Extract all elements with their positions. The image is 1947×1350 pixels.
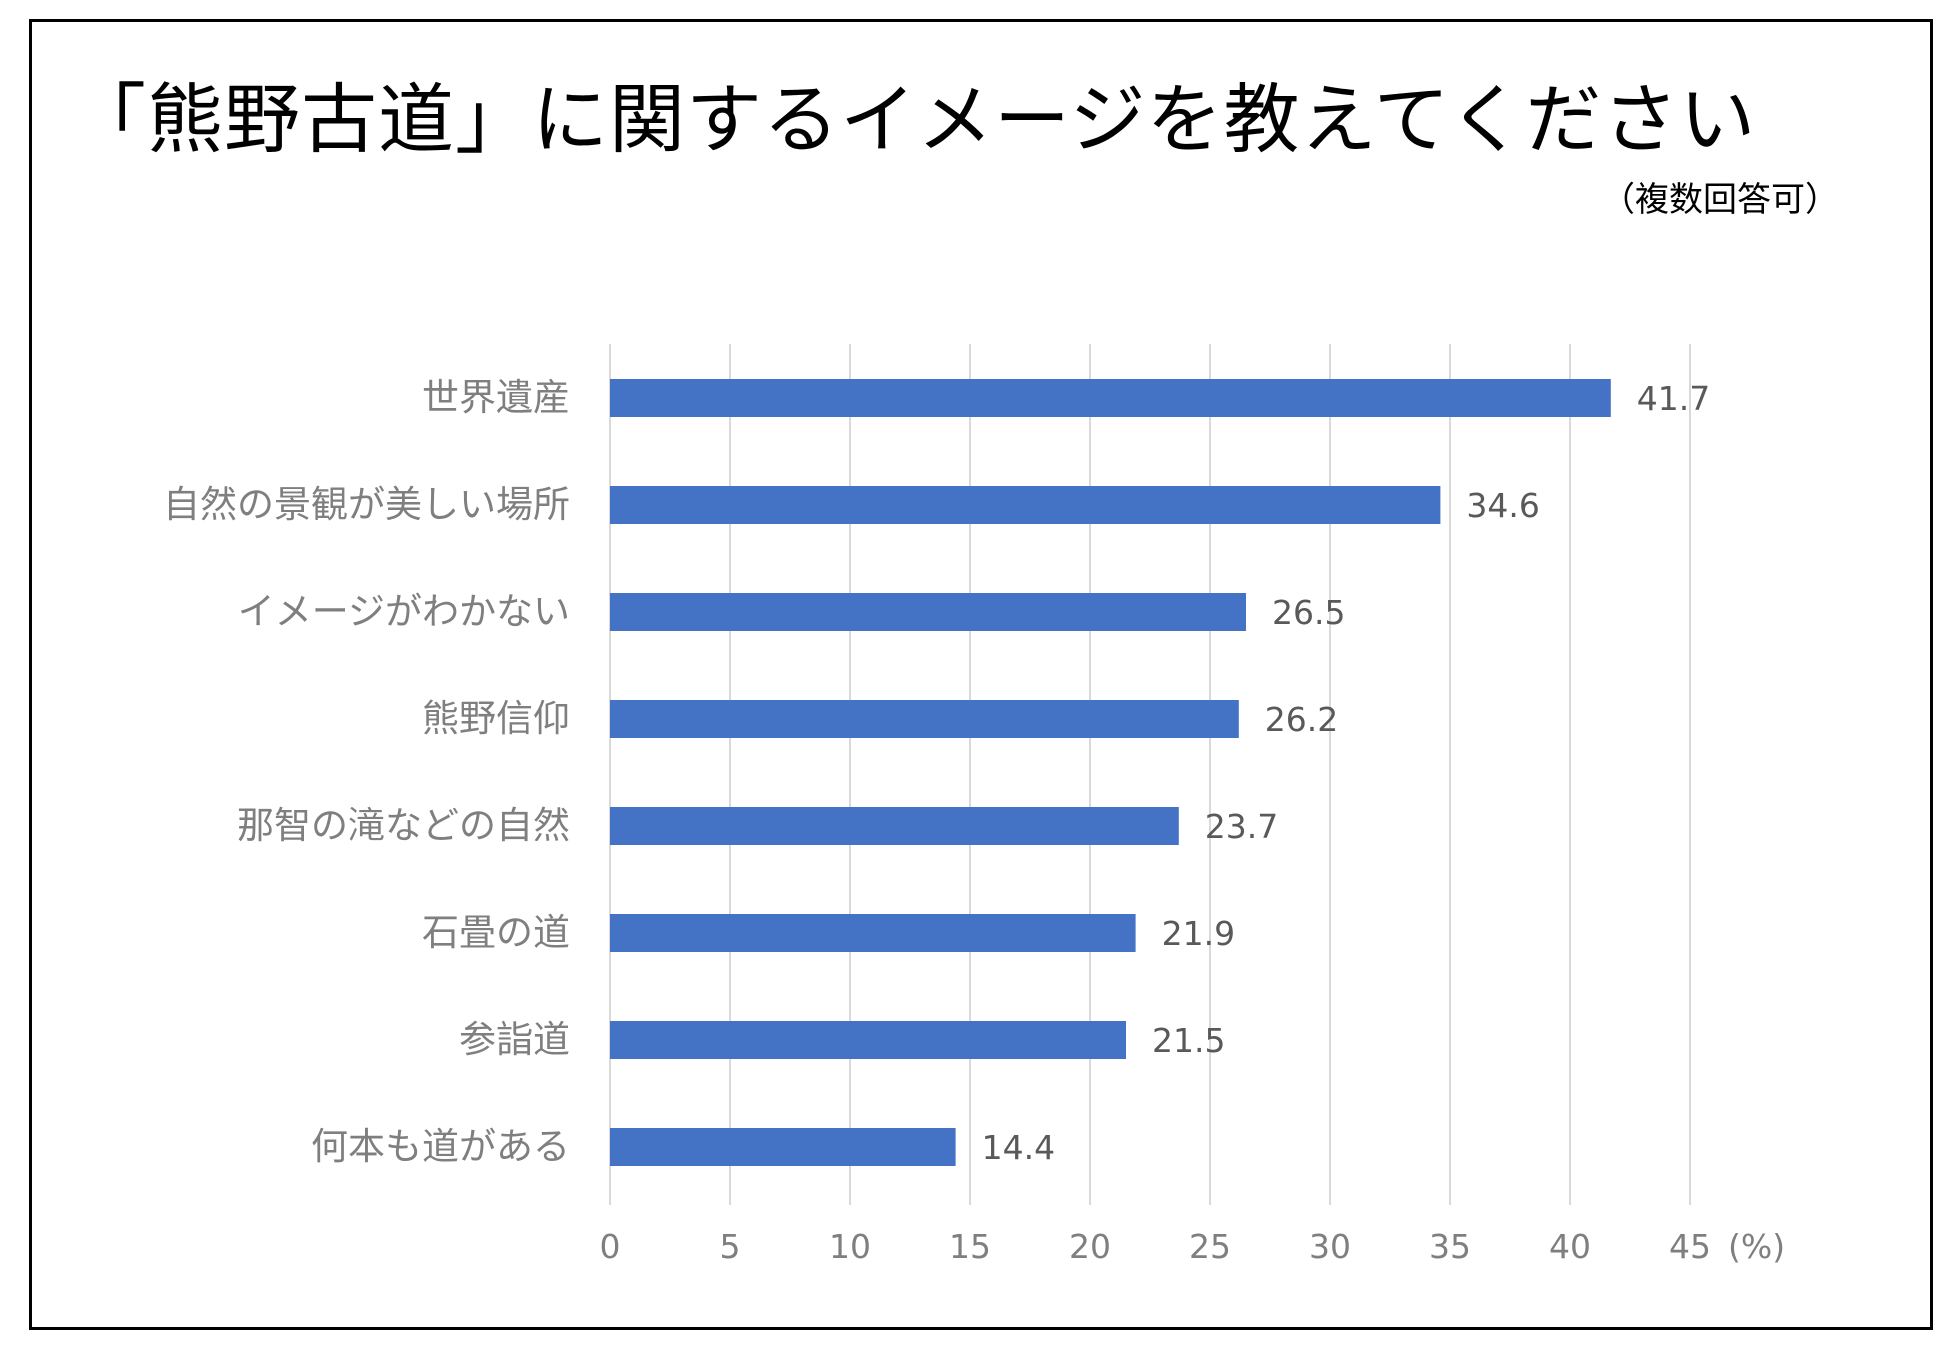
category-label: 石畳の道 — [422, 911, 570, 954]
x-tick-label: 0 — [600, 1227, 621, 1266]
bars — [610, 379, 1611, 1166]
category-label: 参詣道 — [459, 1018, 570, 1061]
bar — [610, 1021, 1126, 1059]
bar — [610, 379, 1611, 417]
bar — [610, 486, 1441, 524]
value-label: 23.7 — [1205, 807, 1278, 846]
chart-frame — [29, 19, 1933, 1330]
value-label: 21.9 — [1162, 914, 1235, 953]
category-label: 何本も道がある — [311, 1125, 570, 1168]
category-label: 熊野信仰 — [422, 697, 570, 740]
value-label: 34.6 — [1466, 486, 1539, 525]
bar — [610, 700, 1239, 738]
x-tick-label: 45 — [1669, 1227, 1711, 1266]
category-label: 那智の滝などの自然 — [237, 804, 570, 847]
x-tick-label: 30 — [1309, 1227, 1351, 1266]
gridlines — [609, 344, 1691, 1205]
chart-subtitle: （複数回答可） — [1601, 180, 1839, 220]
value-label: 21.5 — [1152, 1021, 1225, 1060]
value-label: 41.7 — [1637, 379, 1710, 418]
value-label: 14.4 — [982, 1128, 1055, 1167]
bar — [610, 1128, 956, 1166]
bar — [610, 593, 1246, 631]
bar — [610, 807, 1179, 845]
value-labels: 41.7 34.6 26.5 26.2 23.7 21.9 21.5 14.4 — [982, 379, 1711, 1167]
category-label: 世界遺産 — [422, 376, 570, 419]
value-label: 26.5 — [1272, 593, 1345, 632]
bar — [610, 914, 1136, 952]
x-tick-label: 5 — [720, 1227, 741, 1266]
x-axis-ticks: 0 5 10 15 20 25 30 35 40 45 — [600, 1227, 1712, 1266]
x-tick-label: 35 — [1429, 1227, 1471, 1266]
category-label: イメージがわかない — [238, 590, 570, 633]
x-tick-label: 20 — [1069, 1227, 1111, 1266]
chart-title: 「熊野古道」に関するイメージを教えてください — [70, 75, 1757, 164]
category-label: 自然の景観が美しい場所 — [163, 483, 570, 526]
x-axis-unit-label: (%) — [1728, 1227, 1785, 1266]
x-tick-label: 40 — [1549, 1227, 1591, 1266]
category-labels: 世界遺産自然の景観が美しい場所イメージがわかない熊野信仰那智の滝などの自然石畳の… — [163, 376, 570, 1168]
x-tick-label: 10 — [829, 1227, 871, 1266]
value-label: 26.2 — [1265, 700, 1338, 739]
x-tick-label: 15 — [949, 1227, 991, 1266]
x-tick-label: 25 — [1189, 1227, 1231, 1266]
